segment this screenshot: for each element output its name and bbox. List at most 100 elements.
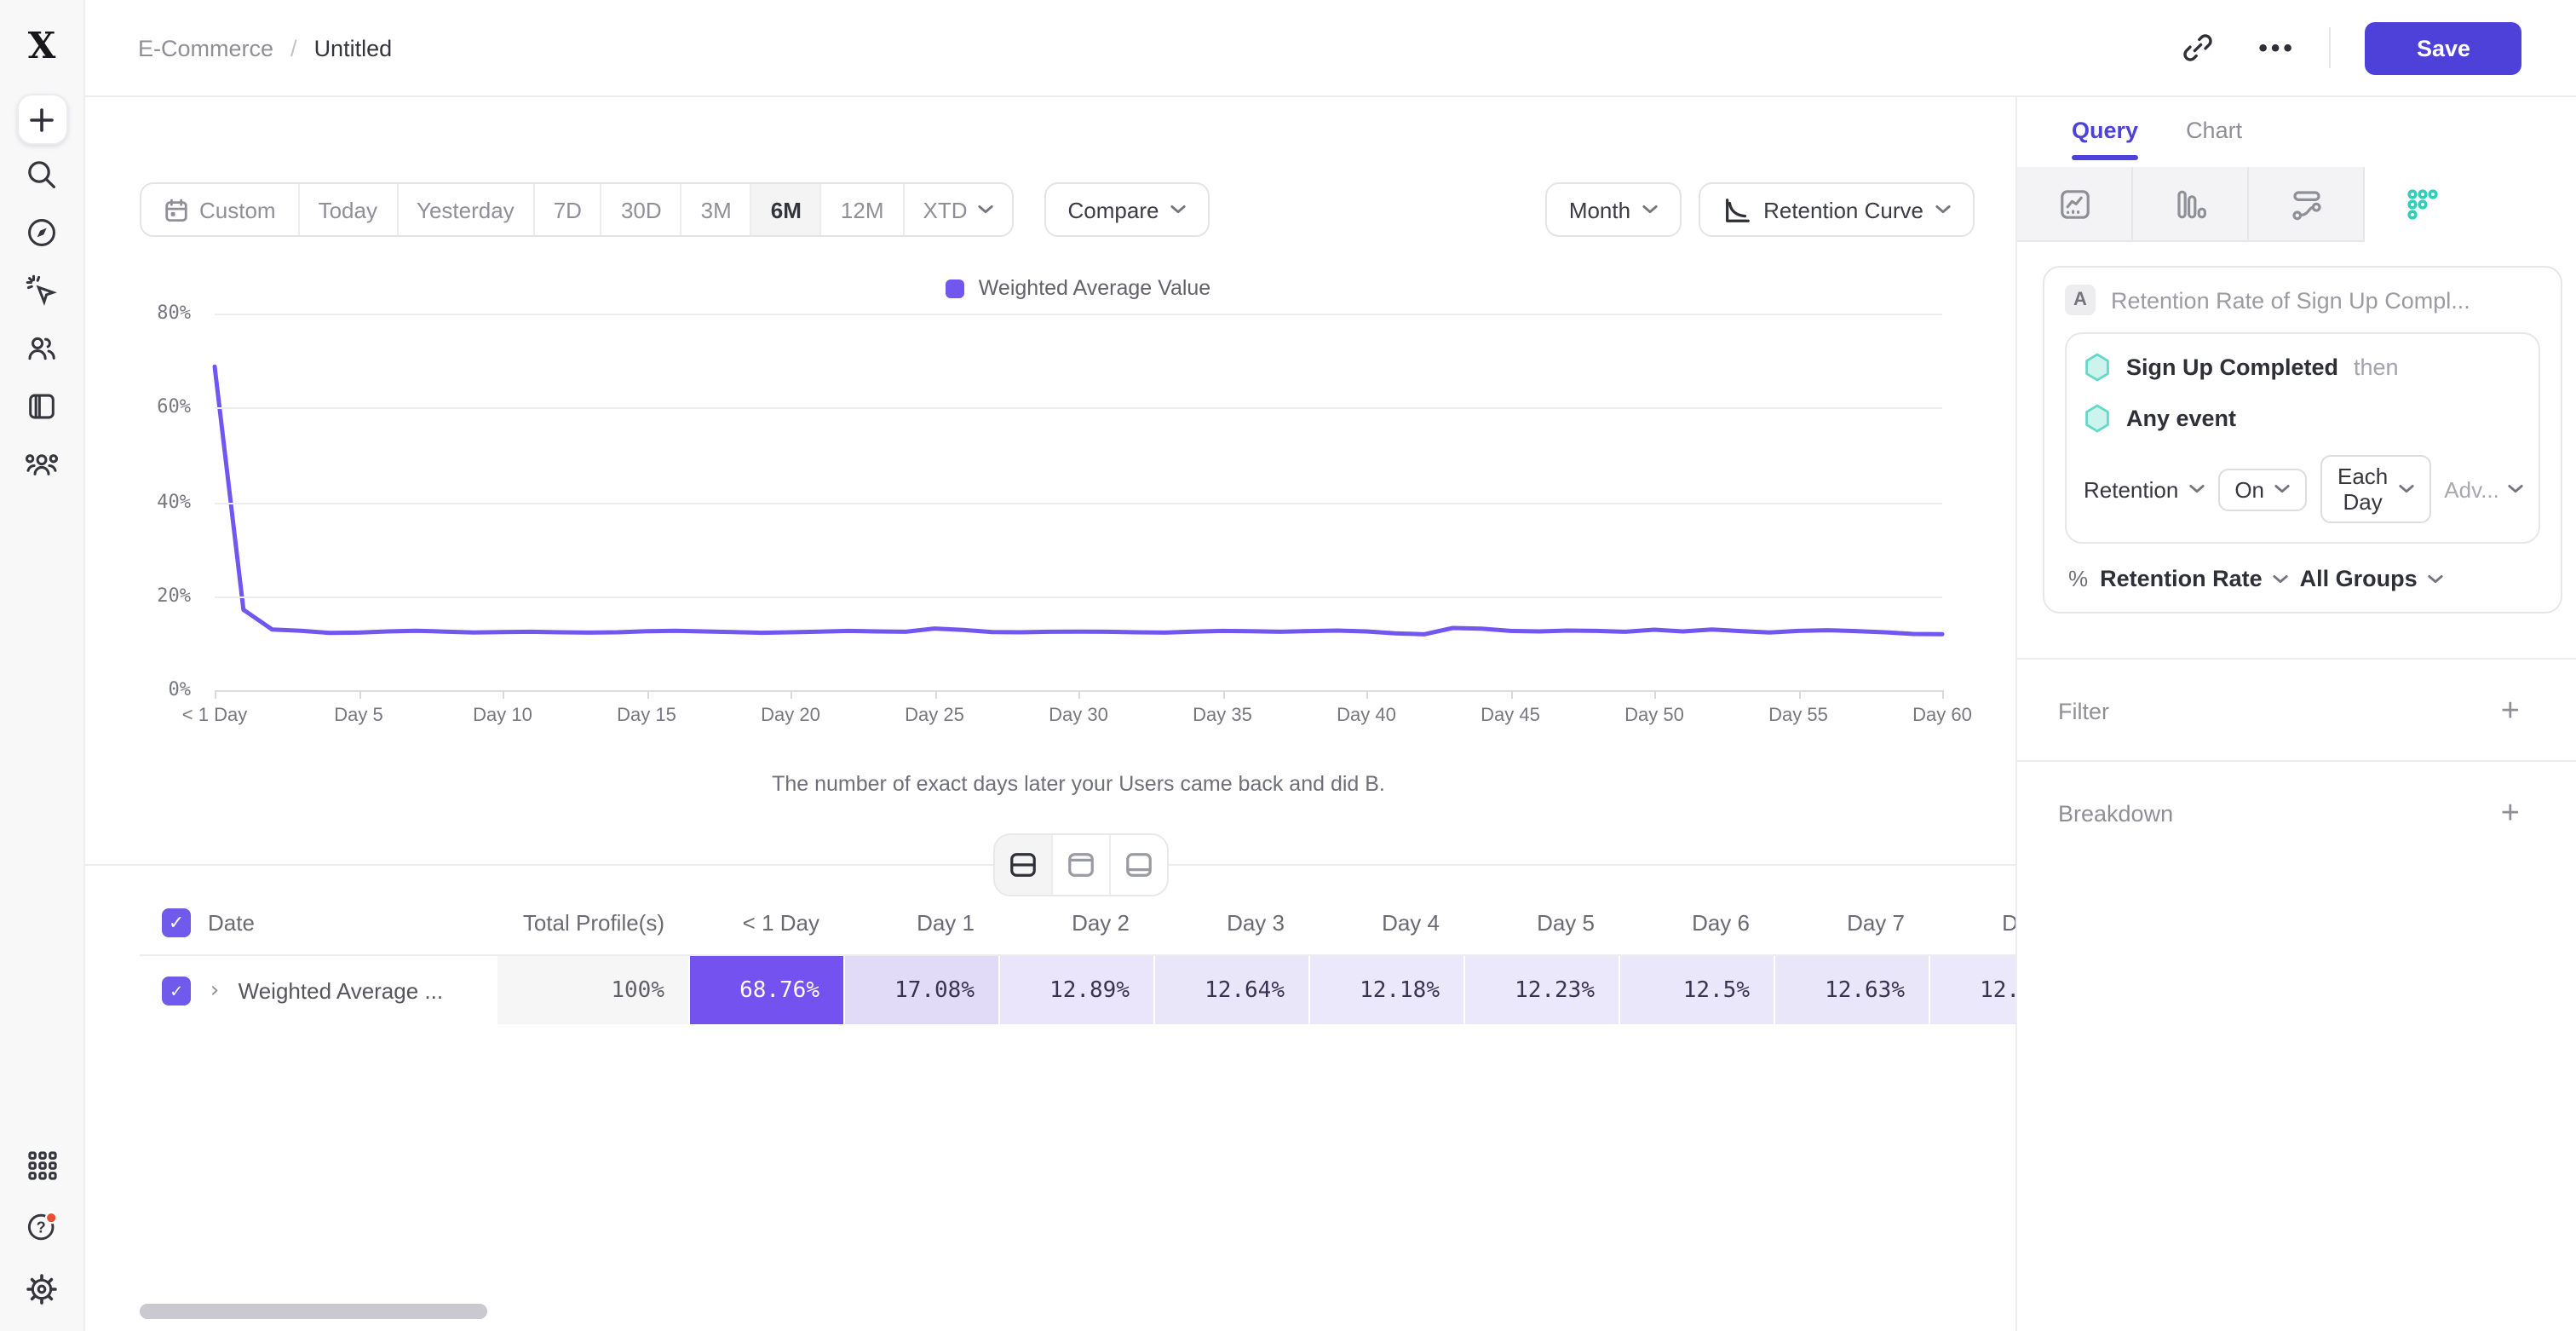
select-all-checkbox[interactable]: ✓ bbox=[162, 908, 191, 936]
interval-dropdown[interactable]: Each Day bbox=[2320, 455, 2431, 523]
notebook-icon bbox=[26, 389, 58, 422]
report-type-retention[interactable] bbox=[2365, 167, 2479, 242]
value-cell[interactable]: 12.64% bbox=[1153, 956, 1308, 1024]
save-button[interactable]: Save bbox=[2365, 21, 2521, 74]
report-type-flows[interactable] bbox=[2249, 167, 2365, 242]
metric-row: % Retention Rate All Groups bbox=[2068, 566, 2537, 591]
layout-table-only-button[interactable] bbox=[1109, 835, 1167, 895]
sidebar-item-search[interactable] bbox=[13, 145, 71, 203]
second-event-row[interactable]: Any event bbox=[2084, 404, 2521, 433]
query-step-badge: A bbox=[2065, 285, 2096, 315]
column-header-label: Day 2 bbox=[1072, 909, 1130, 935]
row-name-cell[interactable]: ✓ › Weighted Average ... bbox=[140, 956, 497, 1024]
value-cell[interactable]: 12.23% bbox=[1463, 956, 1619, 1024]
sidebar-item-cohorts[interactable] bbox=[13, 435, 71, 493]
value-cell[interactable]: 100% bbox=[497, 956, 688, 1024]
query-title-row[interactable]: A Retention Rate of Sign Up Compl... bbox=[2065, 285, 2540, 315]
breadcrumb-parent[interactable]: E-Commerce bbox=[138, 35, 274, 60]
range-yesterday[interactable]: Yesterday bbox=[396, 184, 533, 235]
sidebar-item-help[interactable]: ? bbox=[13, 1198, 71, 1256]
date-range-group: Custom Today Yesterday 7D 30D 3M 6M 12M XTD bbox=[140, 182, 1014, 237]
range-label: 3M bbox=[700, 197, 732, 222]
retention-criteria-row: Retention On Each Day Adv... bbox=[2084, 455, 2523, 523]
search-icon bbox=[26, 158, 58, 190]
copy-link-button[interactable] bbox=[2176, 27, 2217, 68]
value-cell[interactable]: 12.72% bbox=[1929, 956, 2015, 1024]
x-axis-label: Day 10 bbox=[473, 706, 532, 726]
advanced-label: Adv... bbox=[2444, 476, 2499, 502]
value-cell[interactable]: 12.18% bbox=[1308, 956, 1463, 1024]
expand-row-chevron-icon[interactable]: › bbox=[208, 977, 221, 1003]
advanced-dropdown[interactable]: Adv... bbox=[2444, 476, 2523, 502]
x-axis-label: Day 50 bbox=[1624, 706, 1684, 726]
range-custom[interactable]: Custom bbox=[141, 184, 298, 235]
gridline bbox=[215, 407, 1942, 410]
sidebar-item-users[interactable] bbox=[13, 319, 71, 377]
chevron-down-icon bbox=[2508, 484, 2523, 494]
column-header-label: Day 3 bbox=[1227, 909, 1285, 935]
retention-type-dropdown[interactable]: Retention bbox=[2084, 476, 2204, 502]
sidebar-bottom-group: ? bbox=[13, 1128, 71, 1317]
value-cell[interactable]: 17.08% bbox=[843, 956, 998, 1024]
then-label: then bbox=[2354, 354, 2399, 380]
gridline bbox=[215, 596, 1942, 598]
granularity-button[interactable]: Month bbox=[1544, 182, 1682, 237]
tab-query[interactable]: Query bbox=[2072, 118, 2138, 167]
value-cell[interactable]: 12.63% bbox=[1774, 956, 1929, 1024]
sidebar-item-explore[interactable] bbox=[13, 203, 71, 261]
mixpanel-logo-icon[interactable]: X bbox=[27, 23, 56, 66]
chart-type-button[interactable]: Retention Curve bbox=[1699, 182, 1975, 237]
help-icon: ? bbox=[25, 1210, 59, 1244]
insights-icon bbox=[2057, 187, 2091, 221]
add-filter-button[interactable]: + bbox=[2500, 693, 2520, 729]
group-icon bbox=[26, 447, 58, 480]
table-header-row: ✓ Date Total Profile(s) < 1 Day Day 1 Day 2 Da… bbox=[140, 890, 2015, 954]
second-event-name: Any event bbox=[2126, 406, 2237, 431]
table-header-date: ✓ Date bbox=[140, 890, 497, 954]
on-dropdown[interactable]: On bbox=[2217, 468, 2307, 510]
value-cell[interactable]: 12.89% bbox=[998, 956, 1153, 1024]
value-cell[interactable]: 68.76% bbox=[688, 956, 843, 1024]
chevron-down-icon bbox=[2274, 484, 2290, 494]
breakdown-section: Breakdown + bbox=[2017, 760, 2576, 840]
row-checkbox[interactable]: ✓ bbox=[162, 976, 191, 1005]
column-header-10: Day 8 bbox=[1929, 890, 2015, 954]
groups-dropdown[interactable]: All Groups bbox=[2300, 566, 2443, 591]
range-3m[interactable]: 3M bbox=[680, 184, 750, 235]
range-today[interactable]: Today bbox=[297, 184, 396, 235]
horizontal-scrollbar[interactable] bbox=[140, 1304, 487, 1319]
breadcrumb-current[interactable]: Untitled bbox=[313, 35, 393, 60]
range-30d[interactable]: 30D bbox=[600, 184, 681, 235]
range-6m[interactable]: 6M bbox=[750, 184, 820, 235]
create-new-button[interactable] bbox=[16, 94, 67, 145]
x-axis-label: Day 30 bbox=[1049, 706, 1108, 726]
compare-button[interactable]: Compare bbox=[1044, 182, 1210, 237]
range-7d[interactable]: 7D bbox=[532, 184, 601, 235]
query-title: Retention Rate of Sign Up Compl... bbox=[2111, 287, 2470, 313]
event-hexagon-icon bbox=[2084, 404, 2111, 433]
range-12m[interactable]: 12M bbox=[819, 184, 903, 235]
x-axis-label: Day 55 bbox=[1768, 706, 1828, 726]
more-options-button[interactable]: ••• bbox=[2258, 33, 2296, 62]
layout-chart-only-button[interactable] bbox=[1051, 835, 1109, 895]
range-xtd[interactable]: XTD bbox=[902, 184, 1012, 235]
tab-chart[interactable]: Chart bbox=[2186, 118, 2243, 143]
range-label: 30D bbox=[620, 197, 662, 222]
value-cell[interactable]: 12.5% bbox=[1619, 956, 1774, 1024]
chart-legend[interactable]: Weighted Average Value bbox=[215, 276, 1942, 300]
y-axis-label: 40% bbox=[157, 490, 191, 512]
chart-type-label: Retention Curve bbox=[1763, 197, 1923, 222]
sidebar-item-settings[interactable] bbox=[13, 1259, 71, 1317]
x-axis-label: Day 5 bbox=[334, 706, 383, 726]
report-type-funnels[interactable] bbox=[2133, 167, 2249, 242]
first-event-row[interactable]: Sign Up Completed then bbox=[2084, 353, 2521, 382]
layout-split-button[interactable] bbox=[995, 835, 1051, 895]
sidebar-item-boards[interactable] bbox=[13, 377, 71, 435]
plus-icon bbox=[29, 107, 55, 132]
add-breakdown-button[interactable]: + bbox=[2500, 795, 2520, 831]
flows-icon bbox=[2289, 187, 2323, 221]
sidebar-item-apps[interactable] bbox=[13, 1137, 71, 1195]
report-type-insights[interactable] bbox=[2017, 167, 2133, 242]
metric-dropdown[interactable]: Retention Rate bbox=[2100, 566, 2288, 591]
sidebar-item-events[interactable] bbox=[13, 261, 71, 319]
